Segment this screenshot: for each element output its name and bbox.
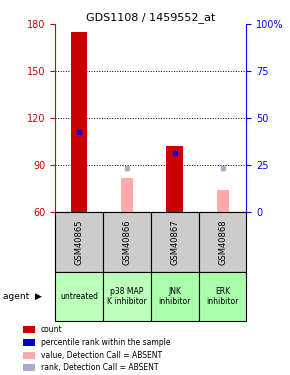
Bar bbox=[217, 190, 229, 212]
Bar bbox=[103, 272, 151, 321]
Bar bbox=[151, 212, 199, 272]
Text: percentile rank within the sample: percentile rank within the sample bbox=[41, 338, 170, 347]
Bar bbox=[103, 212, 151, 272]
Bar bbox=[199, 212, 246, 272]
Text: GSM40865: GSM40865 bbox=[75, 219, 84, 265]
Text: GSM40866: GSM40866 bbox=[122, 219, 131, 265]
Text: rank, Detection Call = ABSENT: rank, Detection Call = ABSENT bbox=[41, 363, 158, 372]
Text: ERK
inhibitor: ERK inhibitor bbox=[206, 286, 239, 306]
Text: JNK
inhibitor: JNK inhibitor bbox=[159, 286, 191, 306]
Text: GSM40868: GSM40868 bbox=[218, 219, 227, 265]
Text: agent  ▶: agent ▶ bbox=[3, 292, 42, 301]
Title: GDS1108 / 1459552_at: GDS1108 / 1459552_at bbox=[86, 12, 215, 23]
Text: count: count bbox=[41, 326, 62, 334]
Bar bbox=[55, 212, 103, 272]
Text: GSM40867: GSM40867 bbox=[170, 219, 179, 265]
Bar bbox=[55, 272, 103, 321]
Text: p38 MAP
K inhibitor: p38 MAP K inhibitor bbox=[107, 286, 147, 306]
Text: value, Detection Call = ABSENT: value, Detection Call = ABSENT bbox=[41, 351, 162, 360]
Bar bbox=[199, 272, 246, 321]
Bar bbox=[71, 32, 87, 212]
Bar bbox=[151, 272, 199, 321]
Bar bbox=[166, 146, 183, 212]
Text: untreated: untreated bbox=[60, 292, 98, 301]
Bar bbox=[121, 177, 133, 212]
